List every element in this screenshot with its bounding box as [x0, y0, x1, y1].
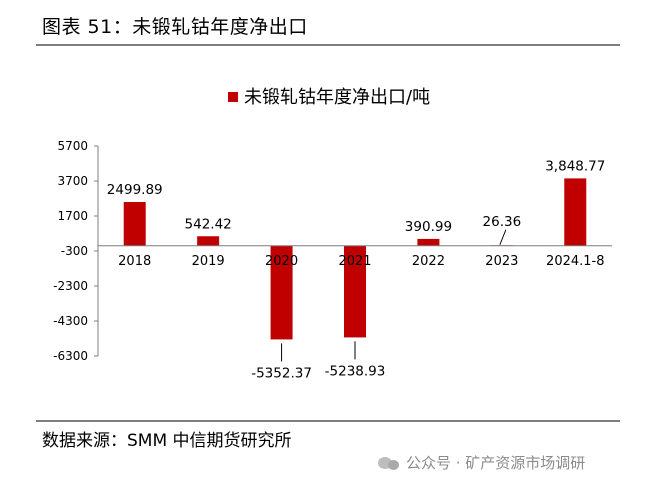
bar [417, 238, 440, 246]
figure-title: 图表 51：未锻轧钴年度净出口 [42, 16, 308, 38]
bars [123, 178, 587, 340]
data-label: -5352.37 [251, 365, 312, 381]
wechat-icon [378, 455, 400, 471]
data-label: 390.99 [405, 219, 452, 235]
y-tick-label: -6300 [53, 349, 88, 363]
bottom-rule [36, 420, 620, 422]
y-tick-label: 3700 [57, 174, 88, 188]
x-tick-label: 2021 [338, 254, 371, 269]
x-tick-label: 2022 [412, 254, 445, 269]
top-rule [36, 44, 620, 46]
y-tick-label: -4300 [53, 314, 88, 328]
y-tick-label: -2300 [53, 279, 88, 293]
data-labels: 2499.89 542.42 -5352.37 -5238.93 390.99 26.36… [107, 158, 606, 381]
y-tick-label: -300 [61, 244, 88, 258]
x-axis: 2018 2019 2020 2021 2022 2023 2024.1-8 [98, 245, 612, 269]
legend: 未锻轧钴年度净出口/吨 [228, 87, 430, 108]
data-label: 26.36 [483, 214, 522, 230]
bar [564, 178, 587, 246]
bar [197, 236, 220, 246]
data-label: 3,848.77 [545, 158, 605, 174]
data-label: -5238.93 [325, 363, 386, 379]
x-tick-label: 2023 [485, 254, 518, 269]
y-tick-label: 5700 [57, 139, 88, 153]
bar [344, 245, 366, 338]
x-tick-label: 2019 [192, 254, 225, 269]
legend-swatch [228, 92, 238, 102]
bar [123, 202, 146, 246]
y-axis: 5700 3700 1700 -300 -2300 -4300 -6300 [53, 139, 99, 363]
source-note: 数据来源：SMM 中信期货研究所 [42, 431, 292, 451]
data-label: 2499.89 [107, 182, 163, 198]
watermark-text: 公众号 · 矿产资源市场调研 [406, 454, 586, 472]
watermark: 公众号 · 矿产资源市场调研 [378, 452, 585, 473]
legend-label: 未锻轧钴年度净出口/吨 [244, 87, 430, 108]
x-tick-label: 2018 [118, 254, 151, 269]
bar [270, 245, 293, 340]
x-tick-label: 2024.1-8 [546, 254, 604, 269]
data-label: 542.42 [185, 216, 232, 232]
y-tick-label: 1700 [57, 209, 88, 223]
x-tick-label: 2020 [265, 254, 298, 269]
label-leader-line [499, 229, 507, 245]
